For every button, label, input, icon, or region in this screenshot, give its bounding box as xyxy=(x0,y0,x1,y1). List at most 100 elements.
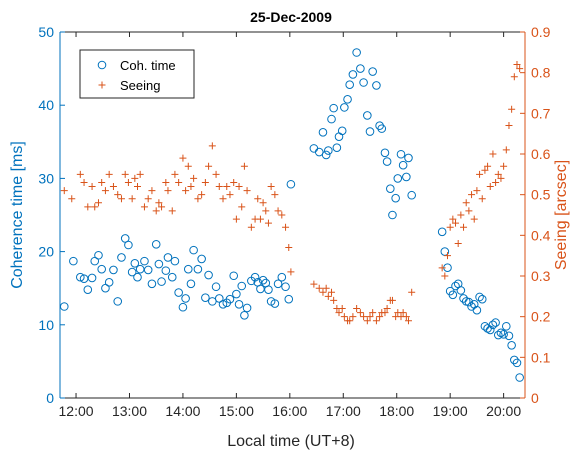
coherence-point xyxy=(352,48,361,57)
seeing-point xyxy=(140,203,148,211)
coherence-point xyxy=(178,302,188,312)
seeing-point xyxy=(148,187,156,195)
seeing-point xyxy=(366,313,374,321)
seeing-point xyxy=(404,317,412,325)
seeing-point xyxy=(452,219,460,227)
seeing-point xyxy=(109,183,117,191)
coherence-point xyxy=(286,179,296,189)
chart-title: 25-Dec-2009 xyxy=(250,9,332,25)
seeing-point xyxy=(510,73,518,81)
coherence-point xyxy=(368,67,377,76)
seeing-point xyxy=(88,183,96,191)
coherence-point xyxy=(380,148,390,158)
seeing-point xyxy=(240,162,248,170)
seeing-point xyxy=(144,195,152,203)
coherence-point xyxy=(488,320,498,330)
coherence-point xyxy=(174,288,183,297)
coherence-point xyxy=(186,279,196,289)
seeing-point xyxy=(481,166,489,174)
seeing-point xyxy=(121,170,129,178)
coherence-point xyxy=(237,281,247,291)
coherence-point xyxy=(154,259,164,269)
seeing-point xyxy=(152,207,160,215)
coherence-point xyxy=(388,210,397,220)
seeing-point xyxy=(310,280,318,288)
coherence-point xyxy=(273,279,283,289)
coherence-point xyxy=(382,157,392,166)
seeing-point xyxy=(462,199,470,207)
seeing-point xyxy=(219,195,227,203)
coherence-point xyxy=(140,256,149,266)
seeing-point xyxy=(449,215,457,223)
coherence-point xyxy=(332,143,342,152)
coherence-point xyxy=(456,286,466,295)
seeing-point xyxy=(205,162,213,170)
coherence-point xyxy=(133,272,142,282)
seeing-point xyxy=(399,309,407,317)
coherence-point xyxy=(359,78,368,87)
seeing-point xyxy=(101,187,109,195)
seeing-point xyxy=(168,207,176,215)
seeing-point xyxy=(271,191,279,199)
x-axis-title: Local time (UT+8) xyxy=(227,433,355,450)
coherence-point xyxy=(151,239,161,249)
y-right-axis-title: Seeing [arcsec] xyxy=(553,160,570,270)
coherence-point xyxy=(193,264,203,274)
coherence-point xyxy=(327,114,336,124)
seeing-point xyxy=(476,170,484,178)
coherence-point xyxy=(512,358,522,368)
seeing-point xyxy=(346,317,354,325)
coherence-point xyxy=(499,330,508,339)
seeing-point xyxy=(319,288,327,296)
seeing-point xyxy=(247,223,255,231)
seeing-point xyxy=(131,174,139,182)
coherence-point xyxy=(225,294,235,304)
coherence-point xyxy=(507,340,516,350)
seeing-point xyxy=(497,174,505,182)
legend-marker-coherence xyxy=(97,60,107,70)
legend-label: Coh. time xyxy=(120,58,176,73)
coherence-point xyxy=(386,184,395,193)
seeing-point xyxy=(468,191,476,199)
legend-marker-seeing xyxy=(98,81,106,89)
y-right-tick-label: 0.5 xyxy=(531,187,551,203)
seeing-point xyxy=(117,195,125,203)
coherence-point xyxy=(69,256,78,266)
coherence-point xyxy=(147,279,157,289)
seeing-point xyxy=(212,170,220,178)
seeing-point xyxy=(267,183,275,191)
seeing-point xyxy=(208,142,216,150)
seeing-point xyxy=(238,203,246,211)
seeing-point xyxy=(324,292,332,300)
seeing-point xyxy=(328,288,336,296)
seeing-point xyxy=(363,317,371,325)
seeing-point xyxy=(505,122,513,130)
coherence-point xyxy=(161,266,171,275)
seeing-point xyxy=(198,191,206,199)
x-tick-label: 15:00 xyxy=(219,403,254,419)
coherence-point xyxy=(337,126,347,136)
seeing-point xyxy=(232,215,240,223)
seeing-point xyxy=(226,191,234,199)
coherence-point xyxy=(234,300,244,309)
coherence-point xyxy=(375,121,384,130)
coherence-point xyxy=(183,264,193,274)
coherence-point xyxy=(109,265,118,275)
y-right-tick-label: 0.9 xyxy=(531,24,551,40)
seeing-point xyxy=(441,272,449,280)
seeing-point xyxy=(500,162,508,170)
seeing-point xyxy=(230,178,238,186)
seeing-point xyxy=(356,309,364,317)
y-right-tick-label: 0.3 xyxy=(531,268,551,284)
legend-box xyxy=(79,49,195,99)
seeing-point xyxy=(349,313,357,321)
coherence-point xyxy=(258,275,268,285)
seeing-point xyxy=(134,183,141,191)
y-left-tick-label: 20 xyxy=(38,244,54,260)
seeing-point xyxy=(444,252,451,260)
coherence-point xyxy=(167,272,177,282)
coherence-point xyxy=(189,245,198,255)
coherence-point xyxy=(402,172,411,182)
